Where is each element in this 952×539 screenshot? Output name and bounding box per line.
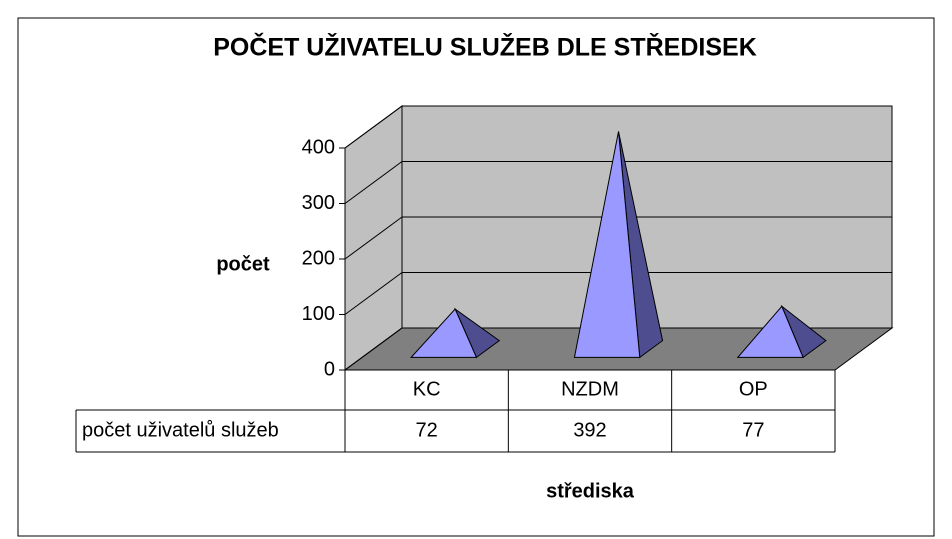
grid-line	[344, 105, 403, 149]
chart-title: POČET UŽIVATELU SLUŽEB DLE STŘEDISEK	[213, 32, 757, 62]
pyramid-front	[573, 131, 641, 358]
pyramid-front	[736, 305, 804, 358]
y-tick-label: 300	[302, 192, 335, 214]
y-tick-label: 0	[324, 358, 335, 380]
x-tick-label: OP	[739, 378, 768, 400]
y-tick-label: 400	[302, 136, 335, 158]
table-value: 392	[573, 419, 606, 441]
y-tick-label: 200	[302, 247, 335, 269]
pyramid-front	[409, 308, 478, 358]
grid-line	[344, 216, 403, 260]
y-axis-label: počet	[216, 253, 270, 275]
grid-line	[344, 161, 403, 204]
legend-label: počet uživatelů služeb	[82, 419, 279, 441]
grid-line	[344, 272, 403, 315]
grid-line	[344, 327, 403, 371]
x-tick-label: KC	[413, 378, 441, 400]
x-axis-label: střediska	[546, 480, 635, 502]
y-tick-label: 100	[302, 303, 335, 325]
table-value: 72	[416, 419, 438, 441]
x-tick-label: NZDM	[561, 378, 619, 400]
table-value: 77	[742, 419, 764, 441]
